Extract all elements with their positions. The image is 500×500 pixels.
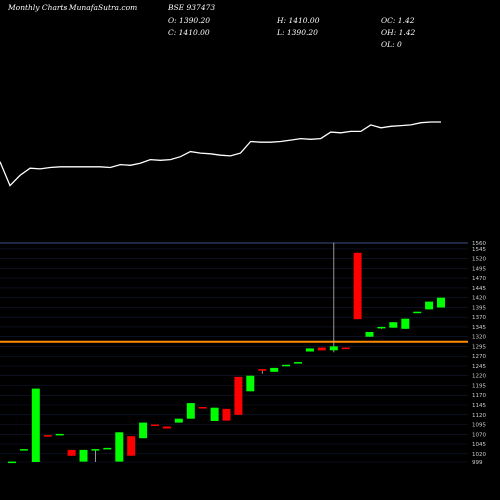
- candle-up: [437, 297, 445, 308]
- y-tick-label: 1270: [472, 354, 486, 360]
- candle-up: [210, 407, 219, 421]
- candle-up: [8, 461, 16, 464]
- y-tick-label: 1170: [472, 393, 486, 399]
- y-tick-label: 1470: [472, 276, 486, 282]
- y-tick-label: 1560: [472, 241, 486, 247]
- candle-up: [270, 367, 279, 372]
- candle-down: [222, 408, 231, 421]
- y-tick-label: 1520: [472, 257, 486, 263]
- y-tick-label: 999: [472, 460, 483, 466]
- low-value: L: 1390.20: [276, 28, 318, 37]
- y-tick-label: 1045: [472, 442, 486, 448]
- candle-up: [413, 311, 422, 314]
- y-tick-label: 1195: [472, 384, 486, 390]
- candle-up: [246, 375, 255, 392]
- close-value: C: 1410.00: [168, 28, 210, 37]
- candle-up: [19, 449, 28, 451]
- y-tick-label: 1370: [472, 315, 486, 321]
- y-tick-label: 1320: [472, 335, 486, 341]
- y-tick-label: 1070: [472, 432, 486, 438]
- oc-value: OC: 1.42: [381, 16, 415, 25]
- candle-up: [174, 418, 183, 423]
- candle-up: [91, 449, 100, 451]
- candle-down: [198, 407, 207, 409]
- candle-down: [317, 347, 326, 351]
- open-value: O: 1390.20: [168, 16, 210, 25]
- candle-up: [365, 332, 374, 337]
- candle-up: [31, 388, 40, 462]
- candle-up: [329, 346, 338, 351]
- y-tick-label: 1245: [472, 364, 486, 370]
- y-tick-label: 1395: [472, 305, 486, 311]
- brand-label: Monthly Charts: [7, 3, 68, 12]
- candle-up: [305, 348, 314, 352]
- candle-up: [389, 322, 398, 328]
- price-grid: [0, 242, 468, 463]
- candle-up: [103, 447, 112, 450]
- candle-down: [151, 424, 159, 426]
- price-trend-line: [0, 121, 441, 187]
- candle-down: [234, 376, 243, 415]
- candle-up: [425, 301, 434, 310]
- candlestick-series: [8, 242, 445, 464]
- candle-up: [377, 326, 386, 329]
- candle-down: [341, 347, 350, 350]
- site-label: - MunafaSutra.com: [64, 3, 137, 12]
- y-tick-label: 1020: [472, 452, 486, 458]
- candle-up: [55, 433, 64, 436]
- candle-up: [139, 422, 148, 439]
- candle-down: [43, 435, 52, 437]
- candle-down: [258, 369, 267, 371]
- y-tick-label: 1095: [472, 423, 486, 429]
- y-tick-label: 1420: [472, 296, 486, 302]
- candle-down: [67, 449, 76, 456]
- candle-down: [353, 252, 362, 320]
- candle-up: [401, 318, 410, 329]
- high-value: H: 1410.00: [276, 16, 320, 25]
- oh-value: OH: 1.42: [381, 28, 416, 37]
- y-tick-label: 1445: [472, 286, 486, 292]
- candle-down: [127, 436, 136, 456]
- candle-up: [79, 449, 88, 462]
- symbol-label: BSE 937473: [167, 3, 215, 12]
- candle-up: [294, 362, 302, 364]
- y-tick-label: 1145: [472, 403, 486, 409]
- candle-up: [186, 403, 195, 419]
- candle-up: [282, 364, 291, 367]
- y-tick-label: 1545: [472, 247, 486, 253]
- y-tick-label: 1220: [472, 374, 486, 380]
- y-tick-label: 1120: [472, 413, 486, 419]
- y-tick-label: 1295: [472, 344, 486, 350]
- candle-down: [162, 426, 171, 429]
- candle-up: [115, 432, 124, 462]
- y-tick-label: 1345: [472, 325, 486, 331]
- y-tick-label: 1495: [472, 266, 486, 272]
- ol-value: OL: 0: [381, 40, 402, 49]
